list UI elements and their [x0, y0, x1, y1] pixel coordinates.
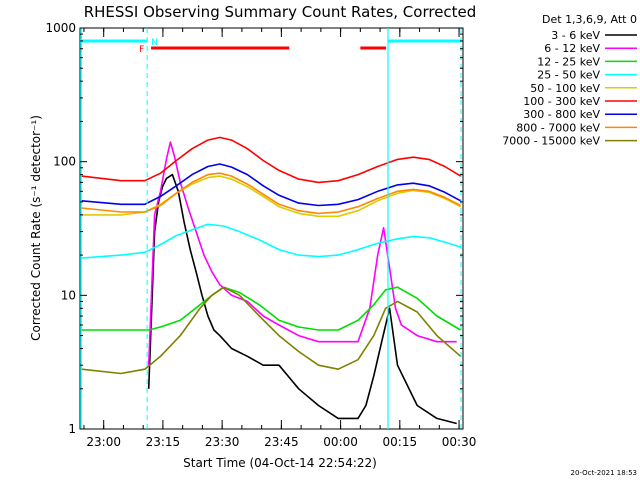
series-line-4 [81, 223, 461, 259]
legend-entry-label: 12 - 25 keV [537, 55, 600, 68]
x-tick-label: 23:00 [86, 435, 121, 449]
series-line-6 [81, 136, 462, 184]
legend-entry-label: 3 - 6 keV [551, 29, 600, 42]
legend-entry-label: 800 - 7000 keV [516, 121, 600, 134]
flare-flag-label: F [139, 45, 144, 55]
y-tick-label: 100 [53, 155, 76, 169]
night-flag-label: N [151, 38, 158, 48]
series-line-1 [147, 173, 457, 425]
series-layer [81, 136, 462, 425]
chart-title: RHESSI Observing Summary Count Rates, Co… [84, 3, 477, 21]
legend-entry-label: 300 - 800 keV [523, 108, 600, 121]
y-axis-label: Corrected Count Rate (s⁻¹ detector⁻¹) [29, 115, 43, 341]
x-tick-label: 23:15 [146, 435, 181, 449]
x-tick-label: 23:30 [205, 435, 240, 449]
x-tick-label: 23:45 [264, 435, 299, 449]
legend-entry-label: 7000 - 15000 keV [502, 135, 600, 148]
x-tick-label: 00:00 [323, 435, 358, 449]
y-tick-label: 1 [68, 422, 76, 436]
series-line-3 [81, 286, 462, 331]
series-line-9 [81, 286, 462, 375]
legend-entry-label: 50 - 100 keV [530, 82, 600, 95]
legend-entry-label: 25 - 50 keV [537, 69, 600, 82]
y-tick-label: 10 [61, 288, 76, 302]
plot-frame [79, 27, 464, 430]
y-axis: 1 10 100 1000 [45, 21, 463, 436]
legend-title: Det 1,3,6,9, Att 0 [542, 13, 637, 26]
y-tick-label: 1000 [45, 21, 76, 35]
footer-date: 20-Oct-2021 18:53 [571, 469, 637, 477]
x-tick-label: 00:15 [383, 435, 418, 449]
series-line-8 [81, 172, 461, 215]
series-line-7 [81, 163, 461, 207]
legend-entry-label: 100 - 300 keV [523, 95, 600, 108]
x-axis-label: Start Time (04-Oct-14 22:54:22) [183, 456, 377, 470]
x-axis: 23:00 23:15 23:30 23:45 00:00 00:15 00:30 [83, 28, 477, 449]
annotation-layer: NF [80, 28, 462, 429]
series-line-2 [147, 141, 457, 366]
legend-entry-label: 6 - 12 keV [544, 42, 600, 55]
x-tick-label: 00:30 [442, 435, 477, 449]
